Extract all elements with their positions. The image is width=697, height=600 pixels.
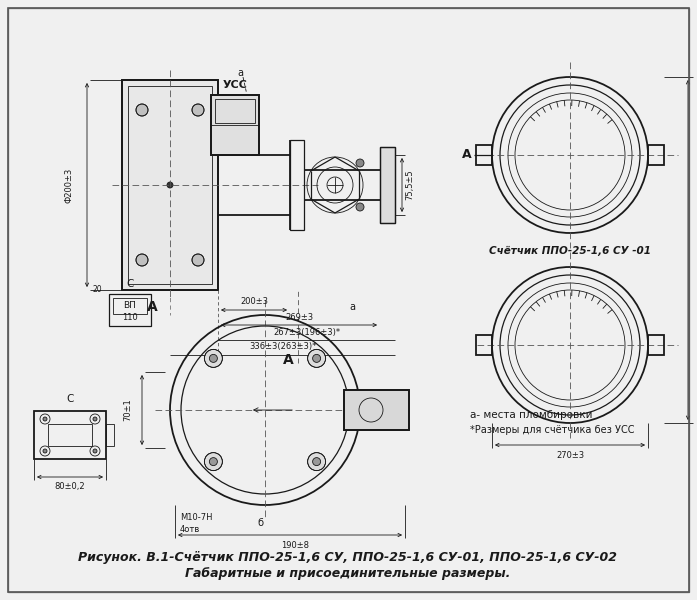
Text: 336±3(263±3)*: 336±3(263±3)*	[249, 343, 316, 352]
Text: 80±0,2: 80±0,2	[54, 482, 85, 491]
Bar	[113, 298, 147, 314]
Bar	[122, 80, 218, 290]
Text: С: С	[66, 394, 74, 404]
Text: 267±3(196±3)*: 267±3(196±3)*	[273, 328, 340, 337]
Bar	[215, 99, 255, 123]
Circle shape	[167, 182, 173, 188]
Circle shape	[192, 104, 204, 116]
Bar	[211, 95, 259, 155]
Text: 70±1: 70±1	[123, 398, 132, 421]
Bar	[648, 335, 664, 355]
Text: 270±3: 270±3	[556, 451, 584, 460]
Text: Габаритные и присоединительные размеры.: Габаритные и присоединительные размеры.	[185, 568, 511, 581]
Circle shape	[307, 349, 325, 367]
Bar	[34, 411, 106, 459]
Text: *Размеры для счётчика без УСС: *Размеры для счётчика без УСС	[470, 425, 634, 435]
Bar	[476, 335, 492, 355]
Text: 200±3: 200±3	[240, 298, 268, 307]
Bar	[122, 80, 218, 290]
Circle shape	[209, 355, 217, 362]
Text: 110: 110	[122, 313, 138, 323]
Circle shape	[307, 452, 325, 470]
Text: а- места пломбировки: а- места пломбировки	[470, 410, 592, 420]
Text: Ф200±3: Ф200±3	[65, 167, 73, 203]
Text: УСС: УСС	[222, 80, 247, 90]
Circle shape	[93, 449, 97, 453]
Text: б: б	[257, 518, 263, 528]
Text: 75,5±5: 75,5±5	[406, 170, 415, 200]
Text: ВП: ВП	[123, 301, 137, 310]
Bar	[344, 390, 409, 430]
Text: А: А	[282, 353, 293, 367]
Circle shape	[313, 458, 321, 466]
Circle shape	[356, 159, 364, 167]
Circle shape	[136, 254, 148, 266]
Bar	[290, 140, 304, 230]
Bar	[380, 147, 395, 223]
Text: 4отв: 4отв	[180, 526, 200, 535]
Circle shape	[192, 254, 204, 266]
Circle shape	[204, 452, 222, 470]
Bar	[476, 145, 492, 165]
Text: 20: 20	[92, 284, 102, 293]
Text: а: а	[349, 302, 355, 312]
Bar	[344, 390, 409, 430]
Circle shape	[313, 355, 321, 362]
Bar	[648, 145, 664, 165]
Bar	[380, 147, 395, 223]
Circle shape	[204, 349, 222, 367]
Bar	[109, 294, 151, 326]
Text: A: A	[462, 148, 472, 161]
Text: С: С	[126, 279, 134, 289]
Text: М10-7Н: М10-7Н	[180, 514, 213, 523]
Text: Счётчик ППО-25-1,6 СУ -01: Счётчик ППО-25-1,6 СУ -01	[489, 246, 651, 256]
Text: а: а	[237, 68, 243, 78]
Circle shape	[43, 417, 47, 421]
Text: А: А	[146, 300, 158, 314]
Bar	[128, 86, 212, 284]
Bar	[211, 95, 259, 155]
Circle shape	[209, 458, 217, 466]
Circle shape	[93, 417, 97, 421]
Circle shape	[136, 104, 148, 116]
Text: 190±8: 190±8	[281, 541, 309, 550]
Bar	[48, 424, 92, 446]
Bar	[106, 424, 114, 446]
Circle shape	[43, 449, 47, 453]
Text: Рисунок. В.1-Счётчик ППО-25-1,6 СУ, ППО-25-1,6 СУ-01, ППО-25-1,6 СУ-02: Рисунок. В.1-Счётчик ППО-25-1,6 СУ, ППО-…	[79, 551, 618, 565]
Circle shape	[356, 203, 364, 211]
Text: 269±3: 269±3	[285, 313, 313, 322]
